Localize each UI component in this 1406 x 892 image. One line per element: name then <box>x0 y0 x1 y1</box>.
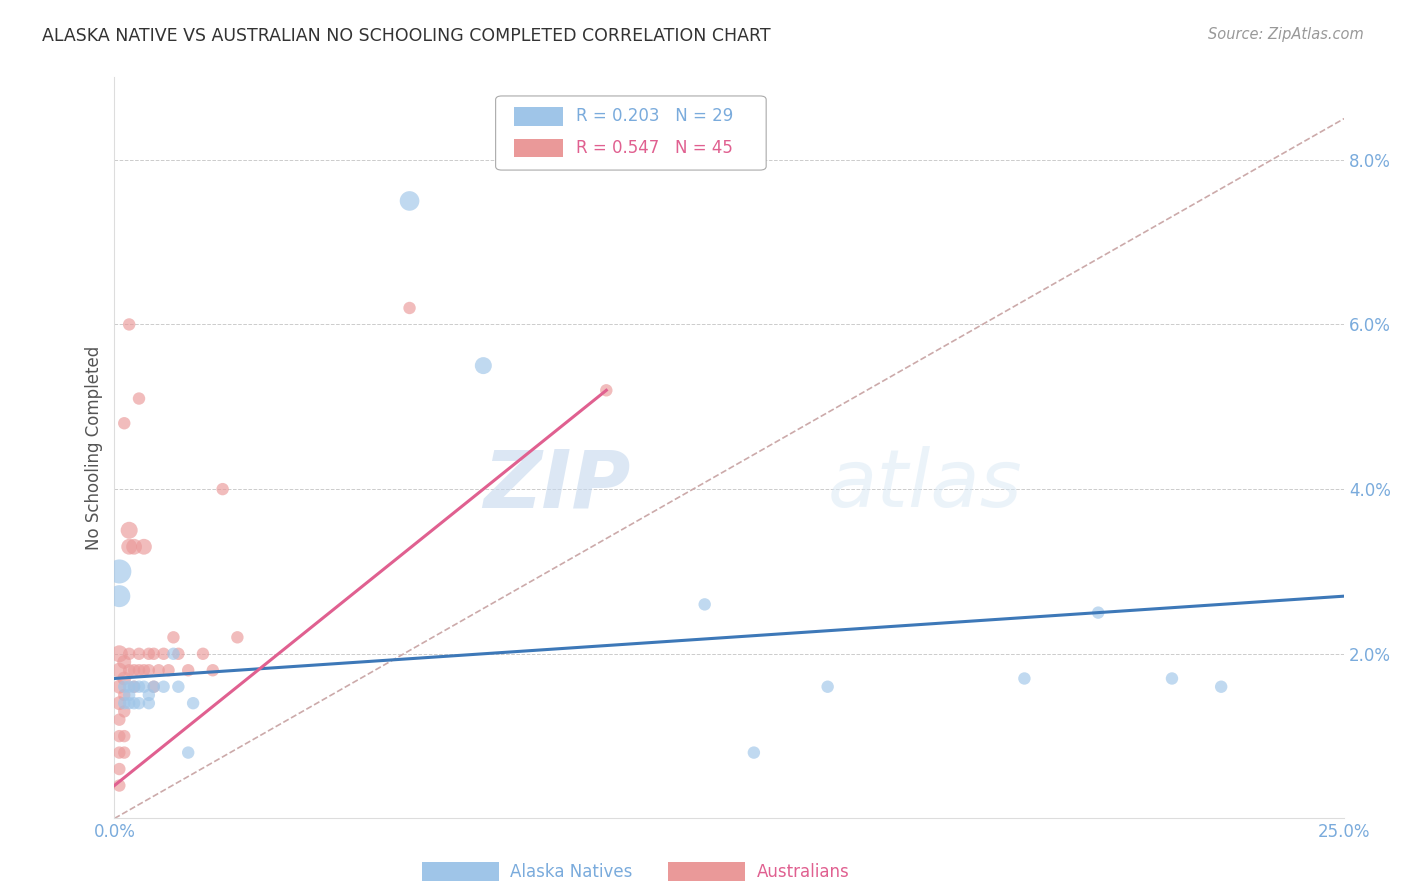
Point <box>162 647 184 661</box>
Point <box>128 696 150 710</box>
Point <box>108 713 131 727</box>
Point <box>108 746 131 760</box>
Point <box>118 688 141 702</box>
Bar <box>515 107 564 126</box>
Point <box>181 696 204 710</box>
Point <box>138 696 160 710</box>
Point <box>211 482 233 496</box>
Point <box>167 647 190 661</box>
Point <box>142 647 165 661</box>
Point <box>128 680 150 694</box>
Point <box>108 589 131 603</box>
Text: atlas: atlas <box>828 446 1022 524</box>
Point <box>118 318 141 332</box>
Point <box>128 392 150 406</box>
Point <box>142 680 165 694</box>
Point <box>1211 680 1233 694</box>
Point <box>118 647 141 661</box>
Text: Alaska Natives: Alaska Natives <box>510 863 633 881</box>
Point <box>118 523 141 537</box>
Point <box>132 663 155 677</box>
Point <box>1161 672 1184 686</box>
Point <box>138 688 160 702</box>
Point <box>118 680 141 694</box>
Point <box>112 680 135 694</box>
Point <box>118 696 141 710</box>
Text: Source: ZipAtlas.com: Source: ZipAtlas.com <box>1208 27 1364 42</box>
Point <box>1014 672 1036 686</box>
Text: ALASKA NATIVE VS AUSTRALIAN NO SCHOOLING COMPLETED CORRELATION CHART: ALASKA NATIVE VS AUSTRALIAN NO SCHOOLING… <box>42 27 770 45</box>
Point <box>112 416 135 430</box>
Text: ZIP: ZIP <box>484 446 631 524</box>
Point <box>112 655 135 669</box>
Point <box>398 301 420 315</box>
Point <box>112 696 135 710</box>
Point <box>167 680 190 694</box>
Point <box>112 688 135 702</box>
Text: R = 0.203   N = 29: R = 0.203 N = 29 <box>575 107 733 125</box>
Point <box>118 663 141 677</box>
Point <box>108 680 131 694</box>
Text: R = 0.547   N = 45: R = 0.547 N = 45 <box>575 139 733 157</box>
Point <box>138 647 160 661</box>
Point <box>128 647 150 661</box>
Point <box>108 565 131 579</box>
Point <box>595 384 617 398</box>
Point <box>108 762 131 776</box>
Point <box>138 663 160 677</box>
Point <box>132 680 155 694</box>
Point <box>693 598 716 612</box>
Y-axis label: No Schooling Completed: No Schooling Completed <box>86 346 103 550</box>
Point <box>148 663 170 677</box>
Point <box>398 194 420 208</box>
Bar <box>515 139 564 158</box>
Point <box>122 680 145 694</box>
Point <box>112 672 135 686</box>
Point <box>191 647 214 661</box>
Point <box>177 663 200 677</box>
Point <box>226 630 249 644</box>
Point <box>817 680 839 694</box>
Point <box>142 680 165 694</box>
Point <box>201 663 224 677</box>
Point <box>112 746 135 760</box>
Point <box>118 540 141 554</box>
Point <box>128 663 150 677</box>
Point <box>108 729 131 743</box>
Point <box>1087 606 1109 620</box>
Point <box>122 663 145 677</box>
Point <box>157 663 180 677</box>
Point <box>112 705 135 719</box>
Point <box>122 540 145 554</box>
Point <box>472 359 495 373</box>
Point <box>132 540 155 554</box>
Point <box>152 647 174 661</box>
Point <box>122 696 145 710</box>
Point <box>742 746 765 760</box>
FancyBboxPatch shape <box>496 96 766 170</box>
Point <box>108 647 131 661</box>
Point <box>162 630 184 644</box>
Point <box>122 680 145 694</box>
Point <box>108 696 131 710</box>
Point <box>108 779 131 793</box>
Point <box>177 746 200 760</box>
Point <box>152 680 174 694</box>
Point <box>112 729 135 743</box>
Text: Australians: Australians <box>756 863 849 881</box>
Point <box>108 663 131 677</box>
